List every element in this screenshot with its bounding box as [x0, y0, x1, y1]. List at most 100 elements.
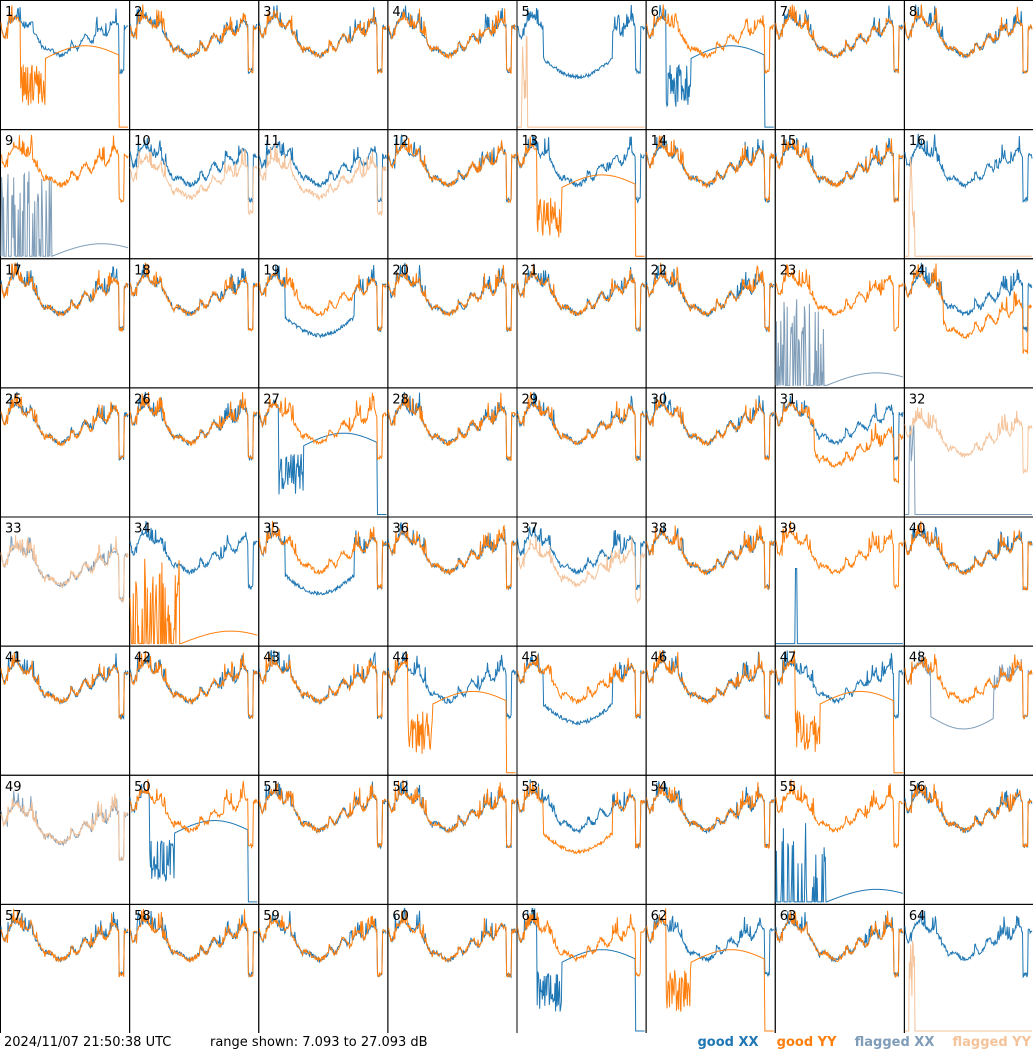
panel-29: 29 — [516, 387, 647, 518]
panel-label: 1 — [5, 5, 13, 20]
panel-label: 26 — [134, 392, 151, 407]
panel-38: 38 — [645, 516, 776, 647]
panel-20: 20 — [387, 258, 518, 389]
series-xx-panel-32 — [904, 424, 1032, 515]
series-yy-panel-23 — [775, 263, 904, 332]
panel-40: 40 — [903, 516, 1033, 647]
series-yy-panel-4 — [387, 8, 516, 74]
panel-label: 13 — [522, 134, 539, 149]
series-yy-panel-26 — [129, 391, 258, 460]
panel-label: 43 — [263, 651, 280, 666]
series-yy-panel-37 — [517, 535, 646, 604]
series-yy-panel-27 — [258, 392, 387, 460]
panel-58: 58 — [129, 903, 260, 1033]
series-xx-panel-16 — [904, 133, 1033, 203]
panel-15: 15 — [774, 129, 905, 260]
series-xx-panel-13 — [517, 134, 645, 204]
panel-label: 59 — [263, 909, 280, 924]
series-yy-panel-55 — [775, 779, 904, 849]
panel-label: 23 — [780, 263, 797, 278]
panel-label: 18 — [134, 263, 151, 278]
series-xx-panel-15 — [775, 136, 904, 203]
panel-label: 56 — [909, 780, 926, 795]
series-xx-panel-29 — [517, 391, 645, 462]
panel-21: 21 — [516, 258, 647, 389]
panel-53: 53 — [516, 774, 647, 905]
panel-label: 54 — [651, 780, 668, 795]
series-yy-panel-31 — [775, 398, 904, 484]
panel-4: 4 — [387, 0, 518, 131]
panel-label: 4 — [392, 5, 400, 20]
series-yy-panel-18 — [129, 262, 258, 332]
panel-label: 28 — [392, 392, 409, 407]
series-yy-panel-22 — [646, 262, 774, 333]
panel-label: 53 — [522, 780, 539, 795]
series-xx-panel-27 — [258, 399, 387, 515]
panel-34: 34 — [129, 516, 260, 647]
panel-label: 34 — [134, 522, 151, 537]
series-yy-panel-53 — [517, 781, 646, 855]
timestamp: 2024/11/07 21:50:38 UTC — [4, 1035, 172, 1050]
legend-good-xx: good XX — [697, 1035, 759, 1050]
series-yy-panel-54 — [646, 782, 775, 850]
panel-24: 24 — [903, 258, 1033, 389]
series-yy-panel-60 — [387, 910, 516, 978]
series-yy-panel-1 — [0, 5, 129, 128]
panel-label: 39 — [780, 522, 797, 537]
series-yy-panel-25 — [0, 393, 129, 460]
series-xx-panel-50 — [129, 784, 258, 903]
series-yy-panel-48 — [904, 653, 1033, 720]
panel-label: 10 — [134, 134, 151, 149]
panel-52: 52 — [387, 774, 518, 905]
series-yy-panel-19 — [258, 267, 387, 332]
series-yy-panel-17 — [0, 262, 129, 333]
series-yy-panel-3 — [258, 9, 387, 75]
panel-label: 20 — [392, 263, 409, 278]
panel-label: 49 — [5, 780, 22, 795]
series-yy-panel-59 — [258, 914, 387, 978]
panel-14: 14 — [645, 129, 776, 260]
series-yy-panel-58 — [129, 908, 258, 978]
panel-49: 49 — [0, 774, 131, 905]
panel-label: 58 — [134, 909, 151, 924]
panel-label: 11 — [263, 134, 280, 149]
panel-label: 6 — [651, 5, 659, 20]
panel-label: 36 — [392, 522, 409, 537]
panel-label: 45 — [522, 651, 539, 666]
panel-19: 19 — [258, 258, 389, 389]
panel-label: 14 — [651, 134, 668, 149]
panel-label: 52 — [392, 780, 409, 795]
series-xx-panel-31 — [775, 395, 904, 461]
panel-50: 50 — [129, 774, 260, 905]
series-xx-panel-44 — [387, 652, 516, 720]
series-xx-panel-24 — [904, 262, 1033, 334]
series-yy-panel-20 — [387, 263, 516, 332]
footer: 2024/11/07 21:50:38 UTC range shown: 7.0… — [0, 1033, 1033, 1053]
series-xx-panel-2 — [129, 8, 258, 75]
panel-label: 31 — [780, 392, 797, 407]
series-yy-panel-28 — [387, 392, 516, 462]
panel-label: 27 — [263, 392, 280, 407]
panel-label: 42 — [134, 651, 151, 666]
panel-36: 36 — [387, 516, 518, 647]
panel-39: 39 — [774, 516, 905, 647]
series-xx-panel-8 — [904, 4, 1033, 75]
panel-57: 57 — [0, 903, 131, 1033]
series-xx-panel-3 — [258, 5, 387, 73]
panel-label: 7 — [780, 5, 788, 20]
panel-label: 63 — [780, 909, 797, 924]
series-yy-panel-13 — [517, 136, 645, 257]
series-xx-panel-33 — [0, 536, 129, 602]
panel-30: 30 — [645, 387, 776, 518]
series-yy-panel-46 — [646, 650, 775, 720]
panel-label: 24 — [909, 263, 926, 278]
panel-label: 62 — [651, 909, 668, 924]
panel-23: 23 — [774, 258, 905, 389]
series-xx-panel-64 — [904, 910, 1033, 979]
series-xx-panel-37 — [517, 526, 646, 591]
series-yy-panel-51 — [258, 782, 387, 849]
panel-54: 54 — [645, 774, 776, 905]
series-yy-panel-12 — [387, 137, 516, 204]
series-yy-panel-49 — [0, 793, 129, 861]
